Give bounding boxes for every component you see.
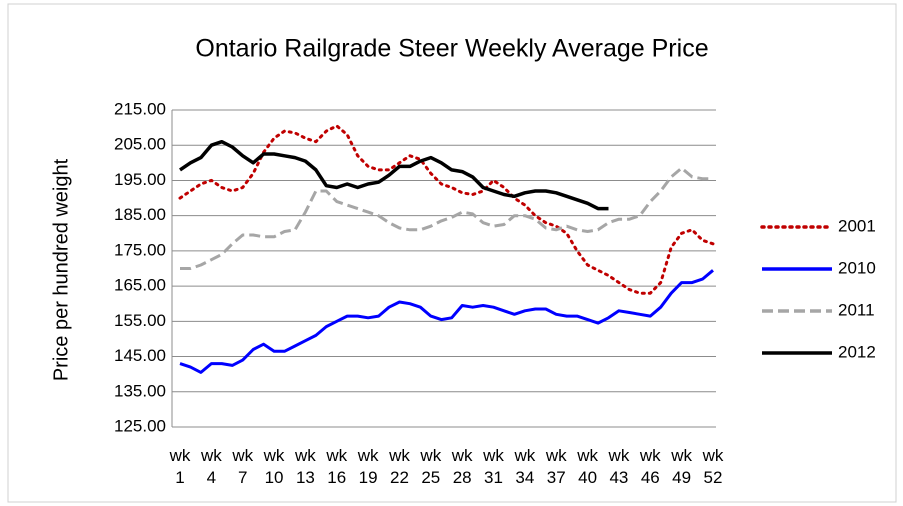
y-tick-label: 205.00 (114, 135, 166, 154)
x-tick-label: wk 19 (357, 446, 379, 487)
legend-label: 2010 (838, 258, 876, 277)
x-tick-label: wk 37 (545, 446, 567, 487)
y-tick-label: 165.00 (114, 276, 166, 295)
series-line (179, 139, 609, 211)
x-tick-label: wk 43 (608, 446, 630, 487)
y-tick-label: 135.00 (114, 381, 166, 400)
x-tick-label: wk 31 (483, 446, 504, 487)
x-tick-label: wk 25 (420, 446, 442, 487)
x-tick-label: wk 49 (671, 446, 693, 487)
x-tick-label: wk 46 (639, 446, 661, 487)
y-tick-label: 185.00 (114, 205, 166, 224)
chart-border (7, 3, 897, 503)
x-tick-label: wk 40 (577, 446, 598, 487)
x-tick-label: wk 7 (232, 446, 254, 487)
x-tick-label: wk 34 (514, 446, 536, 487)
y-tick-label: 215.00 (114, 99, 166, 118)
y-tick-label: 155.00 (114, 311, 166, 330)
x-tick-label: wk 13 (295, 446, 316, 487)
series-line (178, 124, 715, 295)
legend-label: 2001 (838, 216, 876, 235)
x-tick-label: wk 1 (169, 446, 191, 487)
y-tick-label: 125.00 (114, 416, 166, 435)
y-tick-label: 145.00 (114, 346, 166, 365)
x-tick-label: wk 16 (326, 446, 348, 487)
x-tick-label: wk 28 (451, 446, 473, 487)
x-tick-label: wk 10 (263, 446, 285, 487)
x-tick-label: wk 22 (389, 446, 410, 487)
legend-label: 2012 (838, 342, 876, 361)
y-tick-label: 195.00 (114, 170, 166, 189)
series-line (180, 166, 713, 270)
chart-title: Ontario Railgrade Steer Weekly Average P… (195, 35, 708, 63)
x-tick-label: wk 4 (200, 446, 222, 487)
y-tick-label: 175.00 (114, 240, 166, 259)
y-axis-label: Price per hundred weight (50, 158, 72, 381)
legend-label: 2011 (838, 300, 875, 319)
x-tick-label: wk 52 (702, 446, 724, 487)
series-line (179, 269, 714, 374)
